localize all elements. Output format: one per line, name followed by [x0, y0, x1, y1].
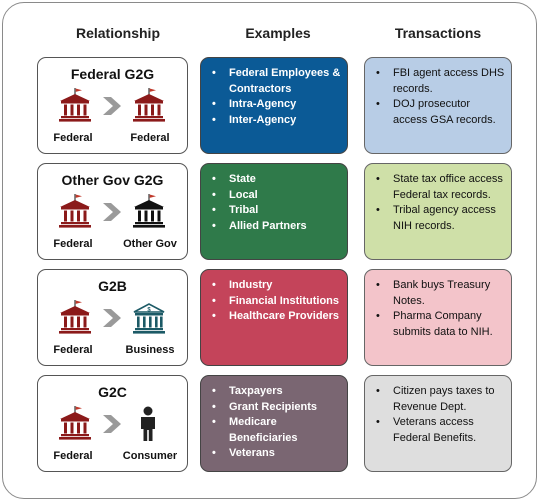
to-label: Federal [130, 132, 170, 144]
list-item: Allied Partners [209, 219, 341, 235]
list-item: Financial Institutions [209, 294, 341, 310]
transactions-list: FBI agent access DHS records. DOJ prosec… [373, 66, 505, 128]
list-item: Local [209, 188, 341, 204]
list-item: Healthcare Providers [209, 309, 341, 325]
relationship-box-g2b: G2B $ Federal Business [37, 269, 188, 366]
relationship-header: Relationship [75, 25, 160, 41]
list-item: Medicare Beneficiaries [209, 415, 341, 446]
list-item: Taxpayers [209, 384, 341, 400]
list-item: Intra-Agency [209, 97, 341, 113]
transactions-header: Transactions [394, 25, 482, 41]
examples-box-g2c: Taxpayers Grant Recipients Medicare Bene… [200, 375, 348, 472]
federal-building-icon [59, 194, 91, 228]
business-building-icon: $ [133, 303, 165, 334]
relationship-title: Other Gov G2G [61, 172, 164, 188]
transactions-box-other-gov-g2g: State tax office access Federal tax reco… [364, 163, 512, 260]
list-item: Industry [209, 278, 341, 294]
relationship-box-g2c: G2C Federal Consumer [37, 375, 188, 472]
list-item: Pharma Company submits data to NIH. [373, 309, 505, 340]
list-item: State [209, 172, 341, 188]
transactions-box-federal-g2g: FBI agent access DHS records. DOJ prosec… [364, 57, 512, 154]
list-item: Tribal agency access NIH records. [373, 203, 505, 234]
list-item: Veterans [209, 446, 341, 462]
arrow-right-icon [103, 203, 121, 221]
list-item: FBI agent access DHS records. [373, 66, 505, 97]
from-label: Federal [53, 450, 93, 462]
federal-building-icon [59, 300, 91, 334]
relationship-title: Federal G2G [70, 66, 155, 82]
list-item: Citizen pays taxes to Revenue Dept. [373, 384, 505, 415]
examples-list: Taxpayers Grant Recipients Medicare Bene… [209, 384, 341, 462]
examples-box-federal-g2g: Federal Employees & Contractors Intra-Ag… [200, 57, 348, 154]
from-label: Federal [53, 132, 93, 144]
transactions-box-g2c: Citizen pays taxes to Revenue Dept. Vete… [364, 375, 512, 472]
transactions-box-g2b: Bank buys Treasury Notes. Pharma Company… [364, 269, 512, 366]
relationship-box-federal-g2g: Federal G2G Federal Federal [37, 57, 188, 154]
federal-building-icon [133, 88, 165, 122]
from-label: Federal [53, 344, 93, 356]
list-item: Bank buys Treasury Notes. [373, 278, 505, 309]
list-item: Veterans access Federal Benefits. [373, 415, 505, 446]
examples-header: Examples [245, 25, 311, 41]
transactions-list: State tax office access Federal tax reco… [373, 172, 505, 234]
list-item: DOJ prosecutor access GSA records. [373, 97, 505, 128]
transactions-list: Bank buys Treasury Notes. Pharma Company… [373, 278, 505, 340]
relationship-title: G2C [98, 384, 127, 400]
examples-box-g2b: Industry Financial Institutions Healthca… [200, 269, 348, 366]
list-item: Federal Employees & Contractors [209, 66, 341, 97]
federal-building-icon [59, 88, 91, 122]
list-item: Tribal [209, 203, 341, 219]
examples-list: Industry Financial Institutions Healthca… [209, 278, 341, 325]
from-label: Federal [53, 238, 93, 250]
examples-list: State Local Tribal Allied Partners [209, 172, 341, 234]
arrow-right-icon [103, 415, 121, 433]
transactions-list: Citizen pays taxes to Revenue Dept. Vete… [373, 384, 505, 446]
list-item: State tax office access Federal tax reco… [373, 172, 505, 203]
examples-list: Federal Employees & Contractors Intra-Ag… [209, 66, 341, 128]
relationship-title: G2B [98, 278, 127, 294]
government-building-icon [133, 194, 165, 228]
federal-building-icon [59, 406, 91, 440]
to-label: Business [125, 344, 175, 356]
svg-text:$: $ [147, 308, 151, 314]
examples-box-other-gov-g2g: State Local Tribal Allied Partners [200, 163, 348, 260]
list-item: Grant Recipients [209, 400, 341, 416]
relationship-box-other-gov-g2g: Other Gov G2G Federal Other Gov [37, 163, 188, 260]
list-item: Inter-Agency [209, 113, 341, 129]
to-label: Other Gov [123, 238, 177, 250]
arrow-right-icon [103, 97, 121, 115]
to-label: Consumer [122, 450, 178, 462]
person-icon [141, 406, 155, 441]
diagram-frame: Relationship Examples Transactions Feder… [2, 2, 537, 499]
arrow-right-icon [103, 309, 121, 327]
